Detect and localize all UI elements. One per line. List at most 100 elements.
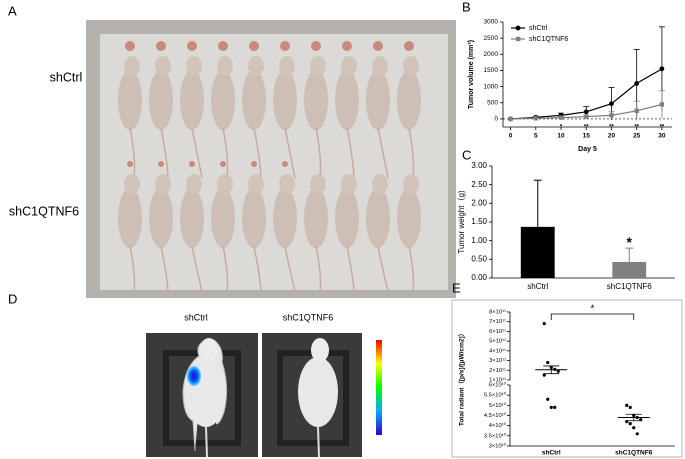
point	[628, 405, 632, 409]
point	[625, 403, 629, 407]
panel-label: B	[462, 0, 471, 14]
y-tick-label: 4.5×10¹⁰	[484, 412, 507, 419]
x-tick-label: shCtrl	[542, 450, 561, 457]
tumor	[311, 41, 321, 51]
tumor	[220, 161, 226, 167]
tumor	[189, 161, 195, 167]
point	[508, 116, 513, 122]
mouse-tail	[160, 245, 169, 292]
mouse-head	[310, 174, 326, 194]
y-tick-label: 5×10¹⁰	[489, 402, 507, 409]
mouse-head	[186, 174, 202, 194]
point	[546, 397, 550, 401]
x-tick-label: 5	[534, 133, 538, 140]
group-label: shCtrl	[184, 312, 208, 322]
mouse-body	[180, 188, 204, 248]
mouse-body	[242, 70, 266, 130]
y-axis-label: Tumor weight（g)	[457, 190, 466, 254]
mouse-body	[149, 70, 173, 130]
point	[634, 80, 640, 86]
mouse-tail	[408, 245, 415, 292]
mouse-tail	[315, 245, 322, 292]
point	[533, 116, 538, 121]
mouse-tail	[160, 127, 169, 179]
mouse-head	[341, 56, 357, 76]
mouse-body	[273, 188, 297, 248]
mouse-tail	[222, 245, 229, 292]
panel-label: A	[8, 3, 17, 18]
annotation: **	[660, 125, 665, 131]
point	[558, 115, 564, 120]
y-tick-label: 4×10¹⁰	[489, 422, 507, 429]
y-tick-label: 1×10¹¹	[489, 378, 506, 384]
mouse-body	[366, 70, 390, 130]
annotation: *	[560, 125, 563, 131]
mouse-body	[304, 70, 328, 130]
mouse-head	[124, 174, 140, 194]
legend-label: shC1QTNF6	[529, 36, 568, 43]
x-tick-label: shC1QTNF6	[607, 282, 652, 291]
panel-label: C	[462, 147, 471, 162]
mouse-tail	[191, 127, 203, 179]
mouse-body	[397, 188, 421, 248]
tumor	[127, 161, 133, 167]
mouse-tail	[253, 127, 262, 179]
y-axis-label: Tumor volume (mm³)	[468, 40, 475, 109]
mice-photo	[118, 41, 421, 292]
mouse-tail	[317, 426, 320, 458]
x-tick-label: 25	[633, 133, 641, 140]
y-axis-label: Total radiant（[p/s]/[μW/cm2]）	[458, 330, 466, 426]
annotation: **	[609, 125, 614, 131]
group-label: shCtrl	[50, 70, 83, 84]
mouse-head	[403, 174, 419, 194]
mouse-head	[124, 56, 140, 76]
legend-label: shCtrl	[529, 25, 548, 32]
mouse-head	[217, 174, 233, 194]
mouse-body	[211, 70, 235, 130]
x-tick-label: 20	[608, 133, 616, 140]
tumor	[251, 161, 257, 167]
mouse-head	[200, 338, 218, 362]
y-tick-label: 8×10¹¹	[489, 310, 506, 316]
y-tick-label: 0	[494, 116, 498, 123]
y-tick-label: 3.00	[471, 161, 487, 170]
mouse-head	[310, 56, 326, 76]
x-tick-label: 0	[509, 133, 513, 140]
mouse-tail	[377, 127, 389, 179]
point	[583, 109, 589, 115]
point	[542, 322, 546, 326]
point	[609, 101, 614, 107]
significance: *	[591, 304, 595, 315]
x-axis-label: Day 5	[578, 146, 597, 153]
mouse-body	[366, 188, 390, 248]
y-tick-label: 2000	[484, 51, 499, 58]
y-tick-label: 1500	[484, 67, 499, 74]
point	[632, 426, 636, 430]
y-tick-label: 4×10¹¹	[489, 348, 506, 354]
point	[659, 66, 665, 72]
annotation: *	[627, 234, 633, 250]
x-tick-label: 30	[658, 133, 666, 140]
mouse-tail	[377, 245, 389, 292]
y-tick-label: 3×10¹⁰	[489, 443, 507, 450]
mouse-body	[397, 70, 421, 130]
y-tick-label: 5×10¹¹	[489, 339, 506, 345]
x-tick-label: shCtrl	[527, 282, 548, 291]
mouse-head	[155, 56, 171, 76]
tumor	[282, 161, 288, 167]
y-tick-label: 1000	[484, 83, 499, 90]
y-tick-label: 1.50	[471, 217, 487, 226]
tumor	[280, 41, 290, 51]
mouse-tail	[205, 426, 208, 458]
annotation: **	[584, 125, 589, 131]
photo-board	[100, 34, 448, 290]
mouse-head	[403, 56, 419, 76]
plot-frame	[451, 299, 683, 458]
tumor	[342, 41, 352, 51]
y-tick-label: 2.00	[471, 198, 487, 207]
mouse-head	[372, 174, 388, 194]
annotation: **	[634, 125, 639, 131]
bar	[520, 226, 555, 278]
y-tick-label: 3.5×10¹⁰	[484, 432, 507, 439]
